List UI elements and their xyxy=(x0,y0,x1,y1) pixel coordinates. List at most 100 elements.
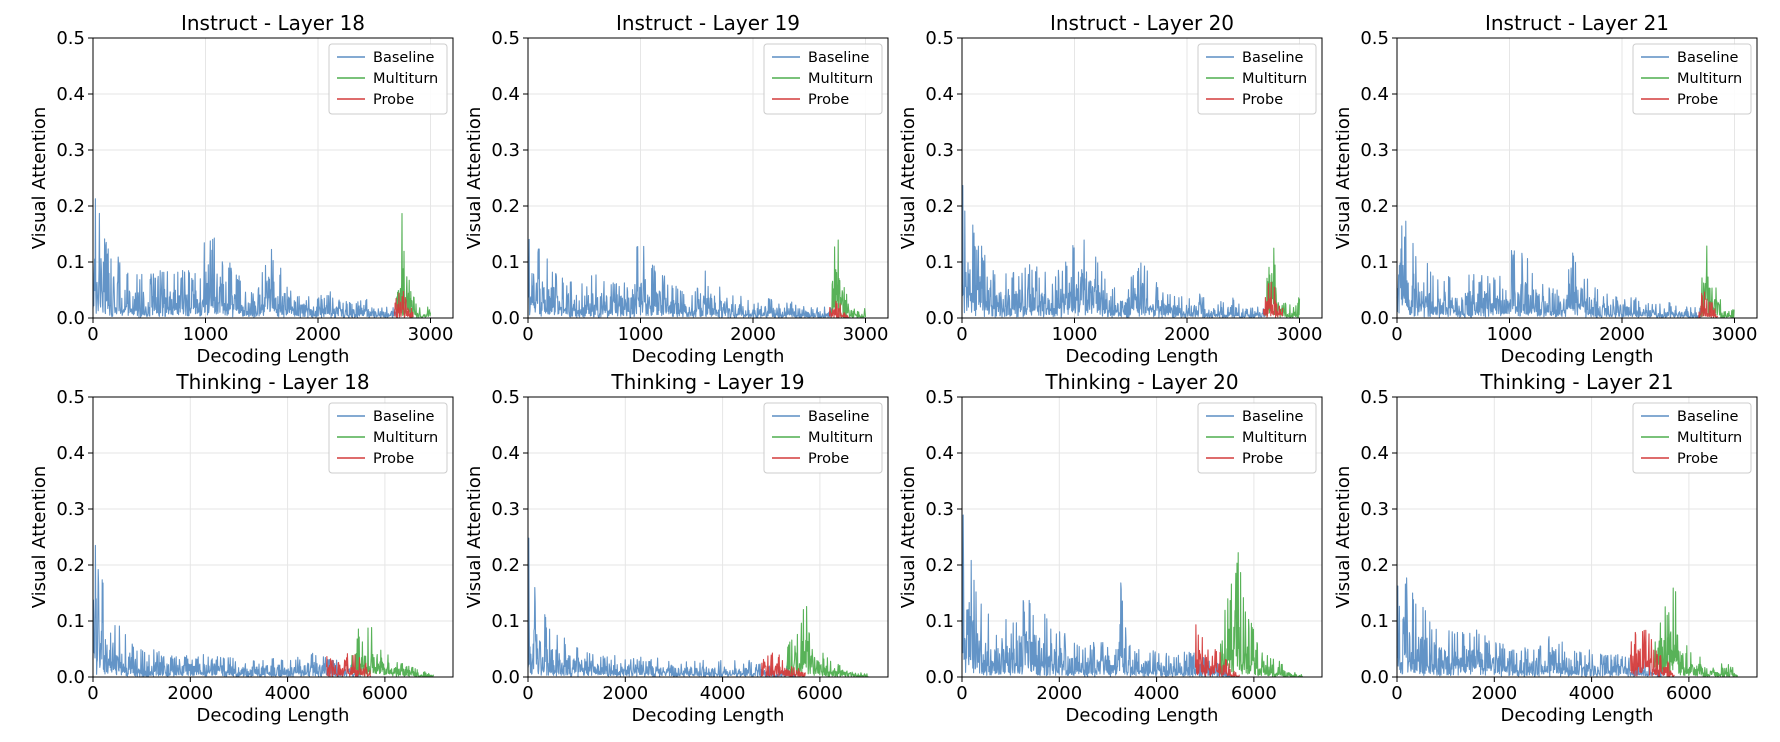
x-tick-label: 3000 xyxy=(1712,324,1758,345)
chart-title: Instruct - Layer 18 xyxy=(181,11,365,35)
plot-frame xyxy=(961,37,1323,319)
series-line-baseline xyxy=(961,184,1267,319)
x-tick-label: 0 xyxy=(522,324,533,345)
chart-panel: 0 2000 4000 6000 0.0 0.1 0.2 0.3 0.4 0.5 Thinking … xyxy=(464,370,889,726)
y-tick-label: 0.1 xyxy=(925,611,954,632)
x-tick-label: 6000 xyxy=(362,683,408,704)
series-line-multiturn xyxy=(396,212,432,319)
x-tick-label: 1000 xyxy=(1052,324,1098,345)
y-tick-label: 0.5 xyxy=(1360,28,1389,49)
series-line-probe xyxy=(1698,291,1719,319)
y-tick-label: 0.4 xyxy=(925,443,954,464)
y-tick-label: 0.1 xyxy=(56,252,85,273)
y-tick-label: 0.0 xyxy=(56,308,85,329)
y-tick-label: 0.5 xyxy=(56,387,85,408)
y-tick-label: 0.5 xyxy=(491,387,520,408)
legend-label: Baseline xyxy=(1677,409,1739,425)
y-tick-label: 0.3 xyxy=(1360,499,1389,520)
y-tick-label: 0.2 xyxy=(1360,196,1389,217)
legend xyxy=(328,43,448,115)
x-tick-label: 2000 xyxy=(295,324,341,345)
y-tick-label: 0.1 xyxy=(1360,611,1389,632)
x-tick-label: 0 xyxy=(87,324,98,345)
legend-label: Baseline xyxy=(808,50,870,66)
y-tick-label: 0.2 xyxy=(491,196,520,217)
chart-title: Thinking - Layer 20 xyxy=(1044,370,1238,394)
y-axis-label: Visual Attention xyxy=(29,107,50,250)
x-tick-label: 2000 xyxy=(602,683,648,704)
y-tick-label: 0.4 xyxy=(56,443,85,464)
y-axis-label: Visual Attention xyxy=(898,466,919,609)
legend xyxy=(1632,402,1752,474)
x-tick-label: 2000 xyxy=(167,683,213,704)
y-tick-label: 0.5 xyxy=(56,28,85,49)
series-line-baseline xyxy=(92,198,398,319)
series-line-baseline xyxy=(527,238,833,319)
legend xyxy=(1197,43,1317,115)
y-tick-label: 0.4 xyxy=(925,84,954,105)
y-tick-label: 0.0 xyxy=(925,667,954,688)
y-tick-label: 0.2 xyxy=(925,196,954,217)
x-tick-label: 6000 xyxy=(1666,683,1712,704)
y-tick-label: 0.0 xyxy=(1360,667,1389,688)
y-tick-label: 0.3 xyxy=(925,140,954,161)
series-line-probe xyxy=(393,290,414,318)
y-tick-label: 0.1 xyxy=(491,611,520,632)
y-tick-label: 0.1 xyxy=(56,611,85,632)
x-tick-label: 0 xyxy=(956,324,967,345)
series-line-multiturn xyxy=(1219,552,1303,678)
plot-frame xyxy=(527,37,889,319)
chart-title: Instruct - Layer 21 xyxy=(1485,11,1669,35)
chart-title: Thinking - Layer 18 xyxy=(175,370,369,394)
chart-panel: 0 1000 2000 3000 0.0 0.1 0.2 0.3 0.4 0.5 Instruct … xyxy=(464,11,889,367)
y-tick-label: 0.5 xyxy=(925,387,954,408)
y-tick-label: 0.0 xyxy=(491,308,520,329)
y-tick-label: 0.0 xyxy=(925,308,954,329)
chart-panel: 0 2000 4000 6000 0.0 0.1 0.2 0.3 0.4 0.5 Thinking … xyxy=(1333,370,1758,726)
chart-panel: 0 1000 2000 3000 0.0 0.1 0.2 0.3 0.4 0.5 Instruct … xyxy=(898,11,1323,367)
legend-label: Multiturn xyxy=(1677,430,1742,446)
y-axis-label: Visual Attention xyxy=(898,107,919,250)
chart-title: Thinking - Layer 21 xyxy=(1479,370,1673,394)
x-tick-label: 2000 xyxy=(1036,683,1082,704)
series-line-multiturn xyxy=(1654,587,1739,678)
chart-title: Instruct - Layer 20 xyxy=(1050,11,1234,35)
x-tick-label: 1000 xyxy=(183,324,229,345)
legend xyxy=(328,402,448,474)
plot-frame xyxy=(92,37,454,319)
x-tick-label: 3000 xyxy=(843,324,889,345)
y-axis-label: Visual Attention xyxy=(1333,466,1354,609)
chart-panel: 0 1000 2000 3000 0.0 0.1 0.2 0.3 0.4 0.5 Instruct … xyxy=(1333,11,1758,367)
legend-label: Multiturn xyxy=(808,71,873,87)
y-axis-label: Visual Attention xyxy=(464,107,485,250)
y-tick-label: 0.2 xyxy=(56,555,85,576)
x-tick-label: 0 xyxy=(522,683,533,704)
series-line-baseline xyxy=(527,537,797,678)
y-tick-label: 0.2 xyxy=(1360,555,1389,576)
y-tick-label: 0.3 xyxy=(56,140,85,161)
legend-label: Probe xyxy=(808,92,849,108)
x-tick-label: 4000 xyxy=(265,683,311,704)
y-tick-label: 0.0 xyxy=(56,667,85,688)
legend-label: Multiturn xyxy=(373,430,438,446)
legend-label: Probe xyxy=(373,451,414,467)
chart-title: Instruct - Layer 19 xyxy=(616,11,800,35)
y-axis-label: Visual Attention xyxy=(464,466,485,609)
x-tick-label: 2000 xyxy=(1599,324,1645,345)
x-tick-label: 0 xyxy=(956,683,967,704)
legend-label: Probe xyxy=(373,92,414,108)
series-line-baseline xyxy=(1396,220,1702,319)
x-tick-label: 0 xyxy=(1391,683,1402,704)
x-axis-label: Decoding Length xyxy=(632,346,785,367)
legend-label: Probe xyxy=(808,451,849,467)
y-tick-label: 0.2 xyxy=(56,196,85,217)
y-tick-label: 0.5 xyxy=(491,28,520,49)
y-tick-label: 0.1 xyxy=(1360,252,1389,273)
chart-panel: 0 1000 2000 3000 0.0 0.1 0.2 0.3 0.4 0.5 Instruct … xyxy=(29,11,454,367)
y-tick-label: 0.3 xyxy=(56,499,85,520)
y-tick-label: 0.0 xyxy=(1360,308,1389,329)
series-line-probe xyxy=(325,653,371,677)
legend-label: Baseline xyxy=(373,50,435,66)
x-axis-label: Decoding Length xyxy=(197,346,350,367)
